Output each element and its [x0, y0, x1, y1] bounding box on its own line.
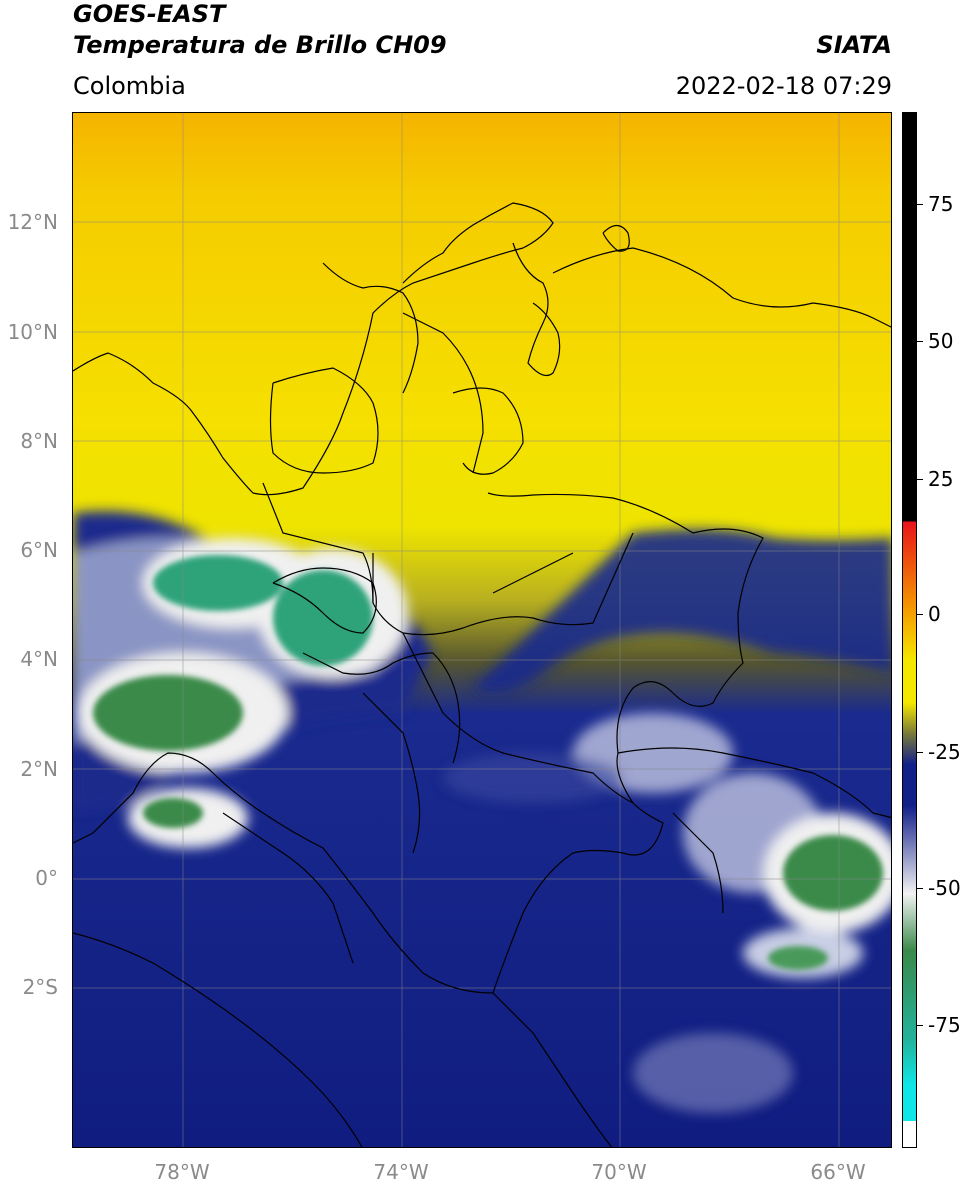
lat-tick-label: 12°N	[7, 210, 58, 234]
lat-tick-label: 2°N	[20, 757, 58, 781]
colorbar-label: -75	[928, 1013, 961, 1037]
lon-tick-label: 74°W	[373, 1160, 429, 1184]
lat-tick-label: 10°N	[7, 320, 58, 344]
region-label: Colombia	[73, 72, 186, 100]
colorbar	[902, 112, 917, 1148]
colorbar-tick	[917, 341, 923, 342]
lon-tick-label: 70°W	[591, 1160, 647, 1184]
colorbar-label: -50	[928, 876, 961, 900]
satellite-map[interactable]	[72, 112, 892, 1148]
colorbar-label: 75	[928, 192, 954, 216]
colorbar-tick	[917, 1025, 923, 1026]
lat-tick-label: 6°N	[20, 538, 58, 562]
colorbar-tick	[917, 204, 923, 205]
colorbar-tick	[917, 888, 923, 889]
colorbar-label: -25	[928, 740, 961, 764]
lat-tick-label: 8°N	[20, 429, 58, 453]
lat-tick-label: 4°N	[20, 647, 58, 671]
lon-tick-label: 66°W	[810, 1160, 866, 1184]
colorbar-label: 0	[928, 602, 941, 626]
colorbar-label: 25	[928, 467, 954, 491]
gridlines	[73, 113, 891, 1147]
colorbar-tick	[917, 614, 923, 615]
cold-cloud-tops	[93, 555, 883, 970]
product-title: Temperatura de Brillo CH09	[73, 31, 447, 59]
agency-label: SIATA	[816, 31, 892, 59]
datetime-label: 2022-02-18 07:29	[675, 72, 892, 100]
lat-tick-label: 0°	[35, 866, 58, 890]
colorbar-label: 50	[928, 329, 954, 353]
colorbar-tick	[917, 479, 923, 480]
colorbar-tick	[917, 752, 923, 753]
satellite-title: GOES-EAST	[73, 0, 226, 28]
boundaries	[73, 202, 891, 1147]
lon-tick-label: 78°W	[154, 1160, 210, 1184]
lat-tick-label: 2°S	[22, 975, 58, 999]
